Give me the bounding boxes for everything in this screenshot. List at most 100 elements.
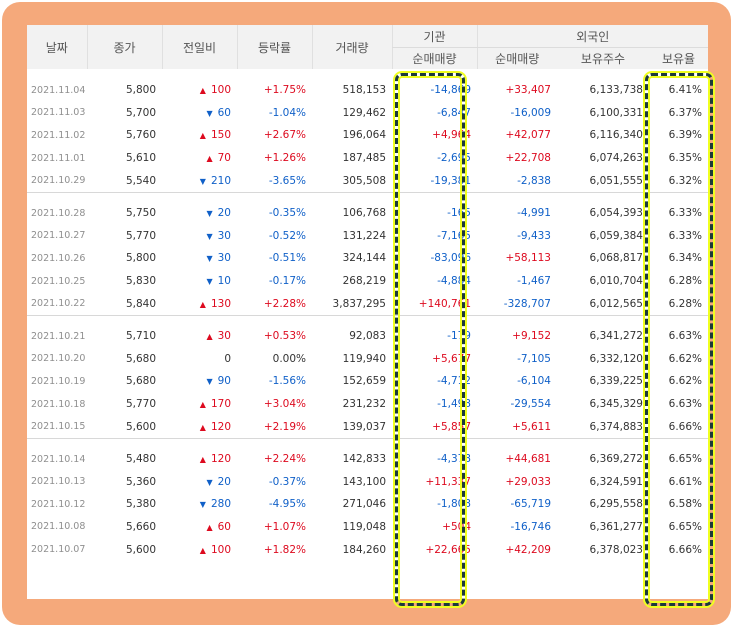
down-triangle-icon: ▼ (206, 231, 213, 241)
inst-net-cell: +22,665 (425, 543, 471, 556)
change-value: 30 (217, 229, 231, 242)
date-cell: 2021.11.04 (31, 84, 86, 96)
foreign-net-cell: +33,407 (505, 84, 551, 97)
date-cell: 2021.10.27 (31, 230, 86, 242)
close-cell: 5,700 (125, 106, 156, 119)
down-triangle-icon: ▼ (206, 477, 213, 487)
change-value: 120 (210, 453, 231, 466)
table-row: 2021.10.27 5,770 ▼ 30 -0.52% 131,224 -7,165 -9,… (27, 225, 708, 248)
table-row: 2021.10.13 5,360 ▼ 20 -0.37% 143,100 +11,337 +2… (27, 471, 708, 494)
table-row: 2021.10.28 5,750 ▼ 20 -0.35% 106,768 -165 -4,99… (27, 202, 708, 225)
change-cell: ▲ 120 (162, 448, 237, 471)
close-cell: 5,660 (125, 520, 156, 533)
rate-cell: +0.53% (263, 330, 306, 343)
table-row: 2021.10.08 5,660 ▲ 60 +1.07% 119,048 +504 -16,7… (27, 516, 708, 539)
table-row: 2021.10.15 5,600 ▲ 120 +2.19% 139,037 +5,857 +5… (27, 415, 708, 438)
separator-cell (27, 437, 709, 448)
date-cell: 2021.11.03 (31, 107, 86, 119)
table-row: 2021.10.19 5,680 ▼ 90 -1.56% 152,659 -4,712 -6,… (27, 370, 708, 393)
foreign-shares-cell: 6,341,272 (589, 330, 643, 343)
foreign-shares-cell: 6,324,591 (589, 475, 643, 488)
foreign-shares-cell: 6,133,738 (589, 84, 643, 97)
volume-cell: 271,046 (342, 498, 386, 511)
col-header-change[interactable]: 전일비 (161, 25, 237, 69)
col-header-foreign-ratio[interactable]: 보유율 (649, 47, 709, 69)
date-cell: 2021.10.28 (31, 207, 86, 219)
foreign-net-cell: -16,009 (510, 106, 551, 119)
change-value: 60 (217, 520, 231, 533)
col-header-volume[interactable]: 거래량 (311, 25, 392, 69)
foreign-ratio-cell: 6.34% (668, 252, 703, 265)
change-value: 130 (210, 297, 231, 310)
date-cell: 2021.10.29 (31, 175, 86, 187)
rate-cell: +1.07% (263, 520, 306, 533)
foreign-net-cell: -328,707 (503, 297, 551, 310)
rate-cell: -4.95% (268, 498, 306, 511)
foreign-shares-cell: 6,345,329 (589, 398, 643, 411)
down-triangle-icon: ▼ (206, 277, 213, 287)
up-triangle-icon: ▲ (206, 154, 213, 164)
inst-net-cell: +5,857 (432, 420, 471, 433)
volume-cell: 305,508 (342, 174, 386, 187)
col-header-foreign-net[interactable]: 순매매량 (476, 47, 557, 69)
close-cell: 5,600 (125, 420, 156, 433)
down-triangle-icon: ▼ (199, 500, 206, 510)
col-header-foreign-shares[interactable]: 보유주수 (557, 47, 649, 69)
volume-cell: 187,485 (342, 152, 386, 165)
col-header-date[interactable]: 날짜 (27, 25, 87, 69)
col-header-close[interactable]: 종가 (86, 25, 162, 69)
foreign-net-cell: +58,113 (505, 252, 551, 265)
rate-cell: -0.51% (268, 252, 306, 265)
date-cell: 2021.10.19 (31, 375, 86, 387)
close-cell: 5,770 (125, 229, 156, 242)
rate-cell: -1.04% (268, 106, 306, 119)
inst-net-cell: -83,096 (430, 252, 471, 265)
foreign-net-cell: -16,746 (510, 520, 551, 533)
close-cell: 5,840 (125, 297, 156, 310)
close-cell: 5,830 (125, 275, 156, 288)
foreign-ratio-cell: 6.63% (668, 398, 703, 411)
change-cell: ▼ 20 (162, 471, 237, 494)
rate-cell: -0.17% (268, 275, 306, 288)
volume-cell: 119,048 (342, 520, 386, 533)
foreign-shares-cell: 6,332,120 (589, 352, 643, 365)
change-cell: ▲ 170 (162, 393, 237, 416)
change-cell: ▼ 210 (162, 169, 237, 192)
rate-cell: +2.28% (263, 297, 306, 310)
inst-net-cell: +140,761 (418, 297, 471, 310)
inst-net-cell: -165 (447, 207, 471, 220)
col-group-institution: 기관 (391, 25, 477, 48)
foreign-ratio-cell: 6.61% (668, 475, 703, 488)
date-cell: 2021.10.13 (31, 476, 86, 488)
foreign-ratio-cell: 6.39% (668, 129, 703, 142)
close-cell: 5,480 (125, 453, 156, 466)
change-value: 30 (217, 330, 231, 343)
change-cell: ▼ 30 (162, 247, 237, 270)
foreign-net-cell: -6,104 (517, 375, 551, 388)
spacer-cell (27, 69, 708, 79)
date-cell: 2021.10.18 (31, 398, 86, 410)
col-header-inst-net[interactable]: 순매매량 (391, 47, 477, 69)
date-cell: 2021.10.22 (31, 298, 86, 310)
foreign-ratio-highlight (645, 73, 713, 606)
change-value: 100 (210, 84, 231, 97)
date-cell: 2021.10.26 (31, 252, 86, 264)
inst-net-cell: -179 (447, 330, 471, 343)
inst-net-cell: +5,677 (432, 352, 471, 365)
change-cell: ▼ 20 (162, 202, 237, 225)
foreign-net-cell: +42,077 (505, 129, 551, 142)
close-cell: 5,680 (125, 352, 156, 365)
close-cell: 5,710 (125, 330, 156, 343)
col-header-rate[interactable]: 등락률 (236, 25, 312, 69)
close-cell: 5,610 (125, 152, 156, 165)
change-cell: ▲ 70 (162, 147, 237, 170)
foreign-shares-cell: 6,116,340 (589, 129, 643, 142)
foreign-ratio-cell: 6.58% (668, 498, 703, 511)
change-value: 90 (217, 375, 231, 388)
table-body: 2021.11.04 5,800 ▲ 100 +1.75% 518,153 -14,869 +… (27, 69, 709, 561)
date-cell: 2021.10.14 (31, 453, 86, 465)
up-triangle-icon: ▲ (206, 332, 213, 342)
close-cell: 5,750 (125, 207, 156, 220)
change-cell: ▼ 280 (162, 493, 237, 516)
change-cell: 0 (162, 348, 237, 371)
